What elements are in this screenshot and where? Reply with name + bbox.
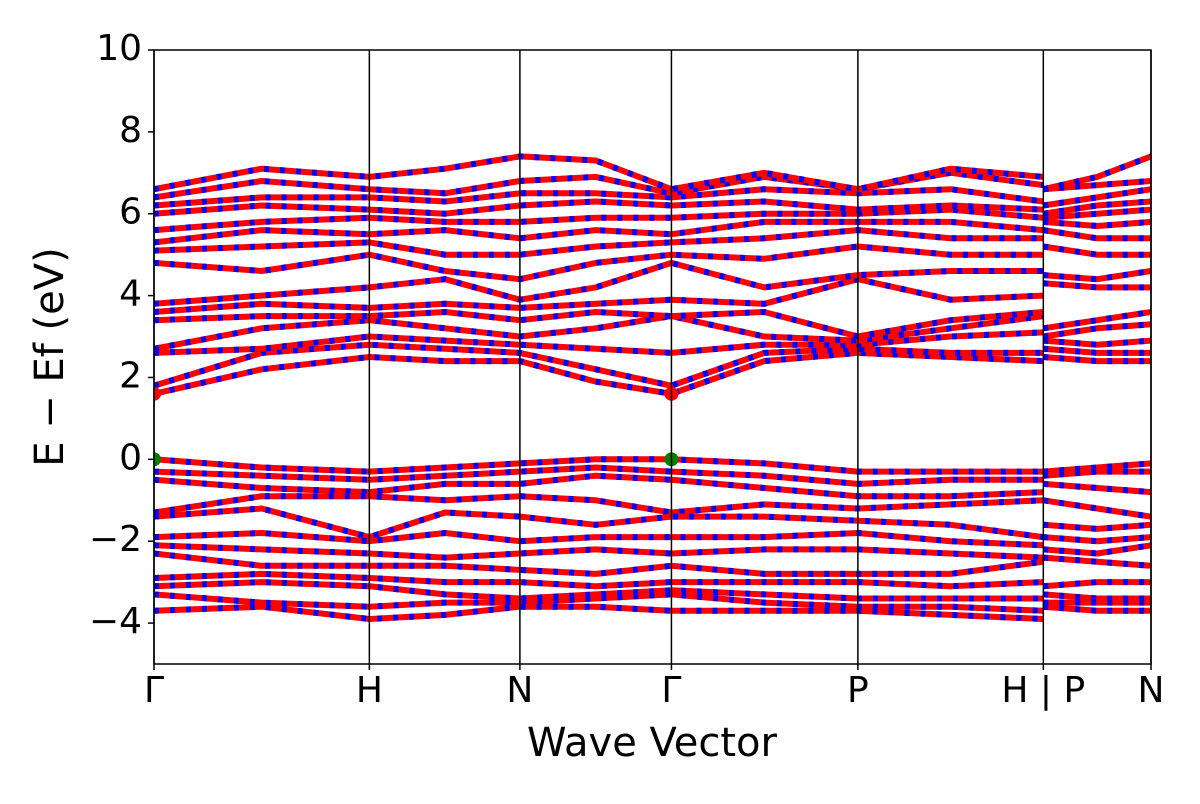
band-line-dashed	[154, 186, 1151, 209]
axes: Γ H N Γ P H | P N −4 −2 0 2 4 6 8 10	[89, 28, 1165, 711]
band-line-dashed	[154, 308, 1151, 340]
band-line-dashed	[154, 218, 1151, 246]
band-line-dashed	[154, 464, 1151, 487]
y-tick-label: 6	[119, 192, 142, 233]
band-line-dashed	[154, 153, 1151, 193]
y-tick-label: 8	[119, 110, 142, 151]
y-tick-label: −2	[89, 519, 142, 560]
x-tick-label: H | P	[1001, 670, 1085, 711]
extremum-point	[154, 386, 161, 401]
band-line-dashed	[154, 276, 1151, 315]
y-tick-label: 0	[119, 437, 142, 478]
x-tick-label: P	[847, 670, 869, 711]
band-line-dashed	[154, 259, 1151, 307]
band-line-dashed	[154, 349, 1151, 397]
band-line	[154, 276, 1151, 315]
x-axis-label: Wave Vector	[527, 720, 778, 766]
band-line-dashed	[154, 329, 1151, 356]
band-line-dashed	[154, 550, 1151, 577]
band-line-dashed	[154, 313, 1151, 352]
x-tick-label: Γ	[661, 670, 681, 711]
band-line	[154, 243, 1151, 283]
x-tick-label: H	[356, 670, 383, 711]
plot-frame	[153, 49, 1152, 665]
y-tick-label: 10	[96, 28, 142, 69]
band-line-dashed	[154, 206, 1151, 234]
band-line-dashed	[154, 579, 1151, 602]
band-line-dashed	[154, 456, 1151, 475]
x-tick-label: N	[1138, 670, 1165, 711]
band-line-dashed	[154, 505, 1151, 541]
band-line-dashed	[154, 227, 1151, 258]
band-line-dashed	[154, 529, 1151, 549]
x-tick-label: N	[506, 670, 533, 711]
band-line	[154, 505, 1151, 541]
band-line-dashed	[154, 472, 1151, 500]
band-line	[154, 349, 1151, 397]
band-line-dashed	[154, 341, 1151, 389]
band-line-dashed	[154, 603, 1151, 623]
bands	[154, 153, 1151, 623]
band-line-dashed	[154, 542, 1151, 561]
y-tick-label: −4	[89, 601, 142, 642]
x-tick-label: Γ	[144, 670, 164, 711]
band-line-dashed	[154, 243, 1151, 283]
y-tick-label: 2	[119, 355, 142, 396]
band-line-dashed	[154, 198, 1151, 217]
band-line-dashed	[154, 570, 1151, 590]
band-line-dashed	[154, 591, 1151, 614]
y-tick-label: 4	[119, 274, 142, 315]
extremum-point	[154, 452, 161, 467]
band-line-dashed	[154, 493, 1151, 520]
y-axis-label: E − Ef (eV)	[27, 247, 73, 466]
